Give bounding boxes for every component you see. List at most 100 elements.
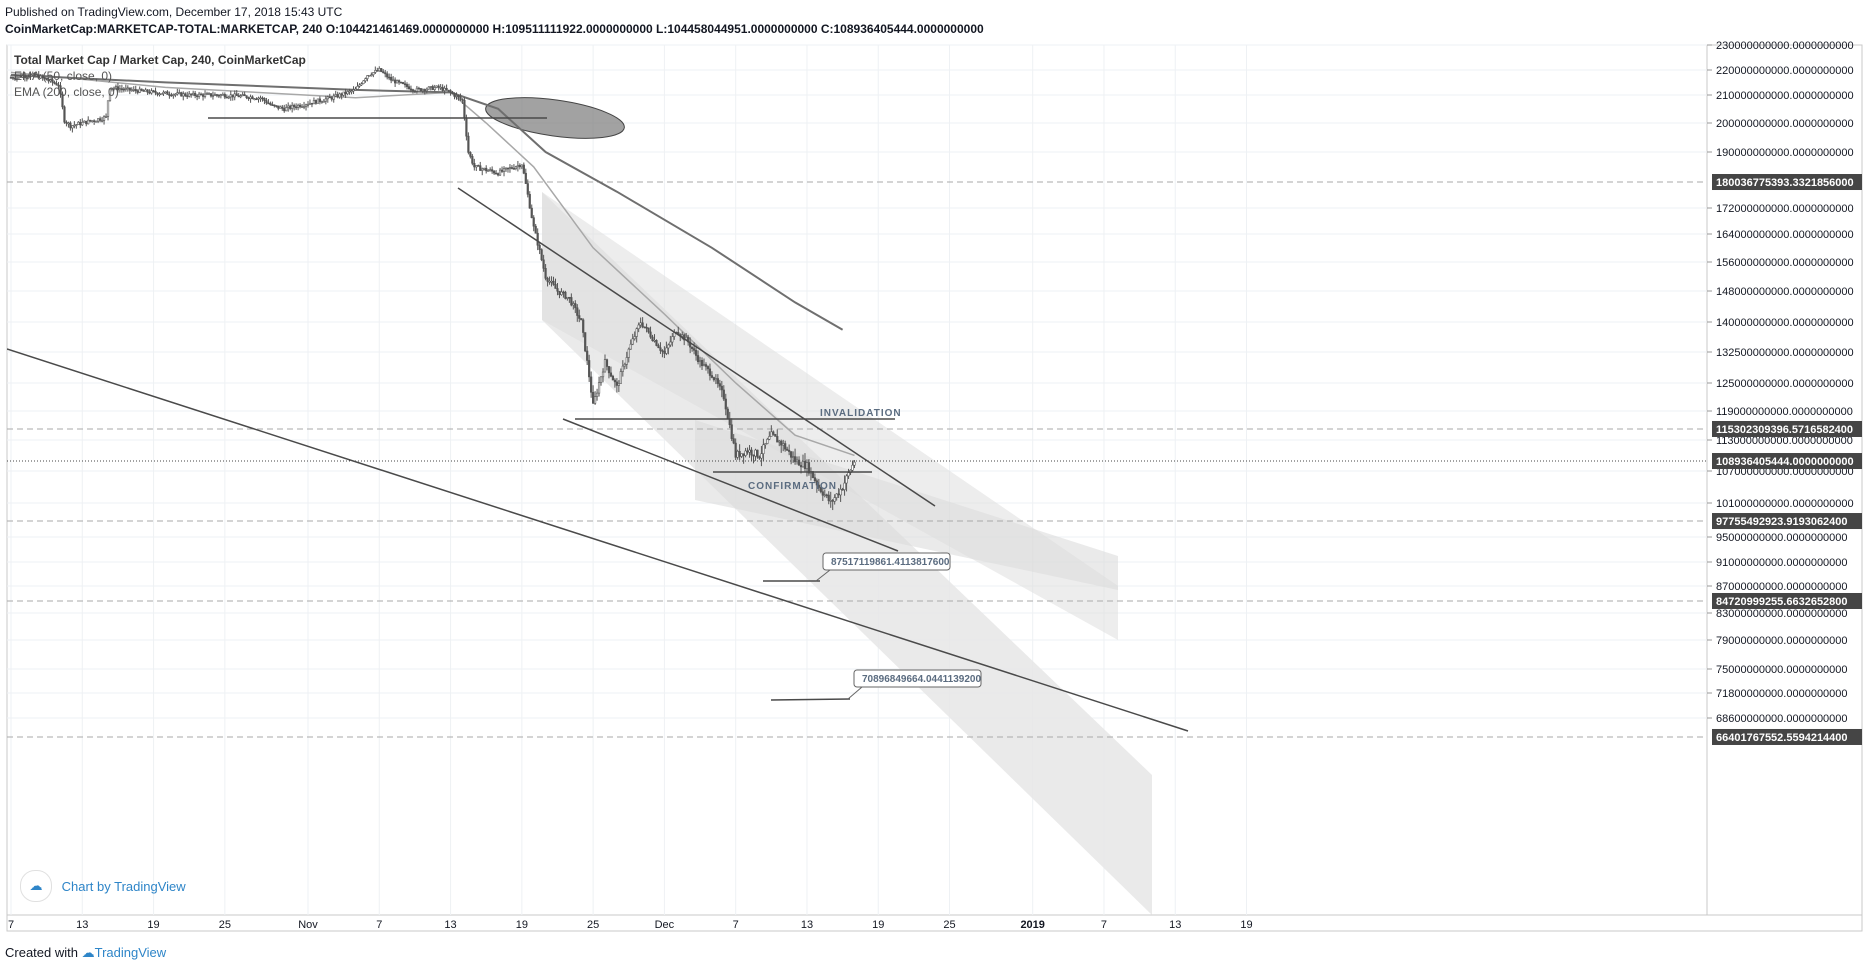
candle-body — [295, 106, 298, 109]
candle-body — [104, 116, 108, 118]
price-label-text: 115302309396.5716582400 — [1716, 424, 1853, 436]
candle-body — [516, 164, 519, 168]
candle-body — [782, 443, 785, 446]
candle-body — [801, 461, 805, 468]
y-tick-label: 190000000000.0000000000 — [1716, 147, 1854, 159]
candle-body — [576, 307, 579, 316]
candle-body — [95, 120, 98, 123]
candle-body — [526, 183, 529, 195]
candle-body — [376, 70, 379, 72]
candle-body — [296, 104, 300, 108]
candle-body — [722, 389, 725, 400]
candle-body — [172, 94, 175, 96]
candle-body — [441, 86, 444, 91]
candle-body — [588, 360, 591, 378]
candle-body — [714, 378, 717, 381]
candle-body — [629, 343, 632, 350]
candle-body — [73, 124, 76, 127]
price-label-text: 66401767552.5594214400 — [1716, 732, 1848, 744]
candle-body — [643, 326, 646, 329]
candle-body — [518, 164, 521, 168]
candle-body — [734, 442, 737, 458]
candle-body — [514, 166, 517, 169]
candle-body — [241, 94, 244, 96]
candle-body — [815, 480, 818, 486]
candle-body — [665, 347, 668, 354]
candle-body — [77, 121, 80, 125]
candle-body — [417, 87, 420, 90]
target2-line — [770, 698, 851, 701]
candle-body — [186, 95, 189, 97]
candle-body — [41, 75, 44, 79]
candle-body — [229, 94, 232, 98]
candle-body — [651, 336, 654, 341]
candle-body — [261, 97, 264, 100]
candle-body — [477, 165, 480, 167]
candle-body — [91, 120, 94, 122]
x-tick-label: 7 — [8, 919, 14, 931]
time-scale-frame[interactable] — [6, 914, 1863, 932]
candle-body — [99, 118, 102, 121]
candle-body — [445, 87, 448, 91]
candle-body — [154, 90, 157, 94]
candle-body — [37, 74, 40, 79]
candle-body — [112, 87, 116, 90]
candle-body — [661, 350, 664, 352]
candle-body — [380, 68, 383, 72]
candle-body — [837, 493, 840, 496]
candle-body — [835, 493, 838, 498]
candle-body — [239, 95, 242, 98]
candle-body — [318, 98, 321, 102]
candle-body — [334, 94, 337, 97]
candle-body — [182, 93, 185, 97]
candle-body — [225, 96, 228, 99]
candle-body — [205, 93, 209, 95]
candle-body — [358, 84, 361, 87]
candle-body — [847, 472, 850, 477]
footer-brand[interactable]: TradingView — [94, 945, 167, 960]
candle-body — [227, 96, 230, 99]
candle-body — [528, 193, 531, 209]
candle-body — [469, 152, 472, 157]
candle-body — [148, 91, 151, 94]
candle-body — [257, 97, 260, 100]
candle-body — [21, 75, 24, 78]
candle-body — [494, 172, 498, 175]
candle-body — [11, 77, 15, 79]
candle-body — [170, 94, 173, 97]
candle-body — [281, 106, 284, 109]
candle-body — [506, 167, 510, 170]
candle-body — [473, 163, 476, 168]
candle-body — [19, 75, 23, 78]
tradingview-watermark[interactable]: ☁ Chart by TradingView — [20, 870, 186, 902]
target1-box — [822, 552, 951, 571]
price-label-bg — [1712, 453, 1862, 470]
candle-body — [346, 91, 349, 95]
candle-body — [702, 364, 706, 367]
candle-body — [395, 80, 399, 84]
candle-body — [138, 88, 141, 93]
candle-body — [746, 450, 749, 453]
candle-body — [657, 345, 660, 349]
wedge-support-line — [562, 418, 899, 552]
candle-body — [795, 459, 799, 463]
candle-body — [211, 95, 215, 97]
candle-body — [635, 328, 638, 337]
candle-body — [405, 84, 409, 87]
candle-body — [459, 96, 462, 100]
candle-body — [140, 88, 143, 91]
candle-body — [188, 93, 191, 97]
candle-body — [778, 440, 781, 443]
candle-body — [368, 74, 371, 77]
candle-body — [694, 350, 698, 356]
candle-body — [277, 105, 280, 109]
candle-body — [481, 168, 484, 171]
y-tick-label: 113000000000.0000000000 — [1716, 435, 1853, 447]
candle-body — [807, 462, 811, 474]
candle-body — [439, 86, 442, 89]
candle-body — [708, 368, 712, 376]
candle-body — [253, 98, 256, 101]
candle-body — [534, 225, 537, 234]
published-line: Published on TradingView.com, December 1… — [5, 5, 343, 19]
